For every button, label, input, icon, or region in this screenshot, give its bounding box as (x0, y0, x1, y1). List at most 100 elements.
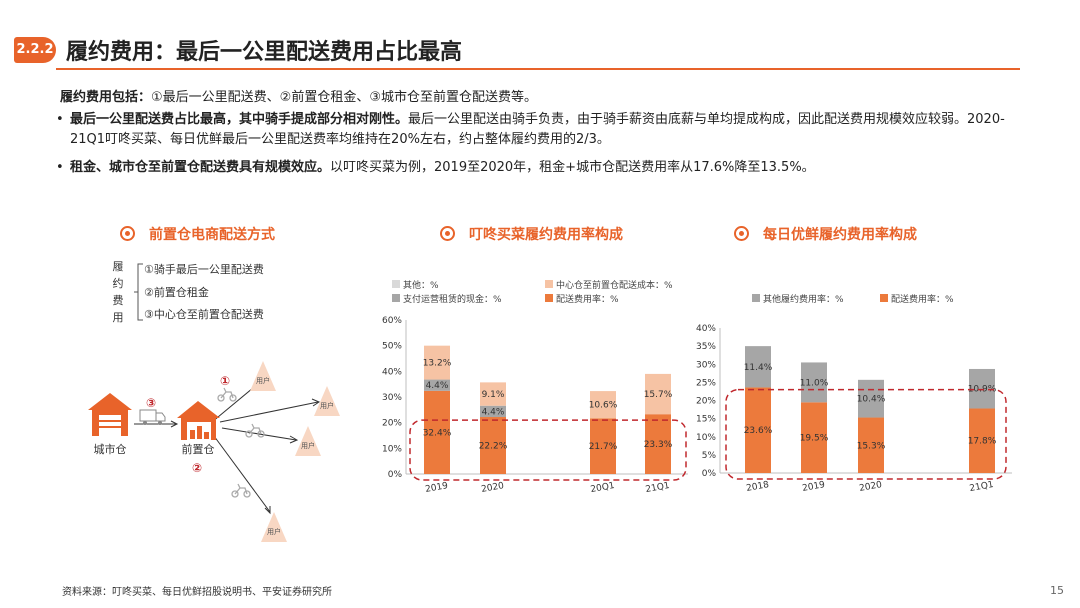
x-tick-label: 2020 (481, 481, 506, 495)
bar-segment (480, 417, 506, 474)
intro-label: 履约费用包括： (60, 90, 152, 105)
user-label: 用户 (256, 376, 270, 385)
y-tick-label: 50% (382, 342, 402, 352)
x-tick-label: 20Q1 (590, 481, 616, 495)
y-tick-label: 40% (696, 324, 716, 334)
legend-swatch (392, 280, 400, 288)
page-title: 履约费用：最后一公里配送费用占比最高 (66, 40, 463, 65)
arrowhead (289, 435, 299, 444)
scooter-icons (217, 387, 265, 498)
marker-2: ② (192, 461, 202, 475)
legend-label: 配送费用率：% (891, 295, 954, 305)
diagram-title: 前置仓电商配送方式 (120, 224, 275, 244)
bar-segment (424, 390, 450, 474)
bullet-2-text: 以叮咚买菜为例，2019至2020年，租金+城市仓配送费用率从17.6%降至13… (330, 160, 815, 175)
y-tick-label: 10% (382, 444, 402, 454)
intro-text: ①最后一公里配送费、②前置仓租金、③城市仓至前置仓配送费等。 (151, 90, 537, 105)
chart-1-legend-item: 中心仓至前置仓配送成本：% (545, 278, 673, 291)
x-tick-label: 2019 (425, 481, 450, 495)
front-warehouse-label: 前置仓 (182, 442, 215, 456)
source-note: 资料来源：叮咚买菜、每日优鲜招股说明书、平安证券研究所 (62, 587, 332, 598)
arrow-to-user-3 (221, 427, 297, 441)
user-label: 用户 (301, 441, 315, 450)
y-tick-label: 20% (382, 419, 402, 429)
chart-2-plot: 0% 5% 10% 15% 20% 25% 30% 35% 40% 23.6% 11.4% 2018 1… (696, 324, 1012, 494)
bar-segment (645, 414, 671, 474)
bullet-2: • 租金、城市仓至前置仓配送费具有规模效应。以叮咚买菜为例，2019至2020年… (56, 158, 1030, 178)
marker-3: ③ (146, 396, 156, 410)
user-node-2: 用户 (314, 386, 340, 416)
bullet-2-bold: 租金、城市仓至前置仓配送费具有规模效应。 (70, 160, 331, 175)
data-label: 11.4% (744, 363, 773, 373)
legend-label: 支付运营租赁的现金：% (403, 295, 502, 305)
intro-line: 履约费用包括：①最后一公里配送费、②前置仓租金、③城市仓至前置仓配送费等。 (60, 86, 537, 105)
diagram-item-1: ①骑手最后一公里配送费 (144, 262, 264, 276)
bar-segment (801, 402, 827, 473)
legend-swatch (880, 294, 888, 302)
y-tick-label: 15% (696, 415, 716, 425)
user-triangles: 用户 用户 用户 用户 (250, 361, 340, 542)
y-tick-label: 10% (696, 433, 716, 443)
chart-1-legend-item: 支付运营租赁的现金：% (392, 292, 502, 305)
data-label: 11.0% (800, 378, 829, 388)
bracket-label-char: 约 (113, 277, 124, 290)
chart-2-legend-item: 配送费用率：% (880, 292, 954, 305)
y-tick-label: 0% (388, 470, 403, 480)
data-label: 13.2% (423, 359, 452, 369)
y-tick-label: 40% (382, 367, 402, 377)
chart-1-title: 叮咚买菜履约费用率构成 (440, 224, 623, 244)
legend-label: 配送费用率：% (556, 295, 619, 305)
bar-segment (424, 345, 450, 380)
y-tick-label: 60% (382, 316, 402, 326)
user-label: 用户 (320, 401, 334, 410)
user-node-3: 用户 (295, 426, 321, 456)
arrowhead (311, 398, 321, 407)
diagram-title-text: 前置仓电商配送方式 (149, 227, 275, 243)
bracket-label-char: 用 (113, 311, 124, 324)
bracket-label: 履约费用 (113, 260, 124, 324)
chart-1-title-text: 叮咚买菜履约费用率构成 (469, 227, 623, 243)
data-label: 17.8% (968, 437, 997, 447)
bar-segment (801, 362, 827, 403)
legend-swatch (392, 294, 400, 302)
city-warehouse-label: 城市仓 (94, 442, 127, 456)
diagram-item-3: ③中心仓至前置仓配送费 (144, 307, 264, 321)
y-tick-label: 35% (696, 342, 716, 352)
y-tick-label: 5% (702, 451, 717, 461)
chart-1-plot: 0% 10% 20% 30% 40% 50% 60% 32.4% 4.4% 13.2% 2019 22… (382, 316, 688, 495)
bar-segment (590, 391, 616, 419)
x-tick-label: 21Q1 (969, 480, 995, 494)
bullet-1: • 最后一公里配送费占比最高，其中骑手提成部分相对刚性。最后一公里配送由骑手负责… (56, 110, 1030, 150)
data-label: 32.4% (423, 428, 452, 438)
bar-segment (969, 408, 995, 473)
bracket-label-char: 履 (113, 260, 124, 273)
legend-label: 中心仓至前置仓配送成本：% (556, 281, 673, 291)
title-divider (56, 68, 1020, 70)
bar-segment (590, 418, 616, 474)
data-label: 23.3% (644, 440, 673, 450)
delivery-diagram: 履约费用 ①骑手最后一公里配送费 ②前置仓租金 ③中心仓至前置仓配送费 城市仓 … (88, 260, 340, 542)
bracket-label-char: 费 (113, 294, 124, 307)
target-icon (120, 226, 135, 241)
diagram-item-2: ②前置仓租金 (144, 285, 209, 299)
data-label: 10.6% (589, 401, 618, 411)
chart-2-legend-item: 其他履约费用率：% (752, 292, 844, 305)
bar-segment (745, 346, 771, 388)
data-label: 9.1% (482, 390, 505, 400)
arrowhead (170, 420, 179, 428)
bullet-dot: • (56, 160, 64, 175)
data-label: 19.5% (800, 434, 829, 444)
front-warehouse-icon (177, 401, 220, 440)
user-node-4: 用户 (261, 512, 287, 542)
bullet-1-text: 最后一公里配送由骑手负责，由于骑手薪资由底薪与单均提成构成，因此配送费用规模效应… (70, 112, 1005, 147)
bar-segment (858, 379, 884, 418)
city-warehouse-icon (88, 393, 132, 436)
arrow-to-user-2 (219, 401, 319, 423)
bar-segment (480, 382, 506, 406)
bar-segment (745, 387, 771, 473)
data-label: 15.7% (644, 390, 673, 400)
chart-2-title: 每日优鲜履约费用率构成 (734, 224, 917, 244)
y-tick-label: 25% (696, 378, 716, 388)
legend-swatch (545, 294, 553, 302)
section-number-badge: 2.2.2 (14, 37, 56, 63)
